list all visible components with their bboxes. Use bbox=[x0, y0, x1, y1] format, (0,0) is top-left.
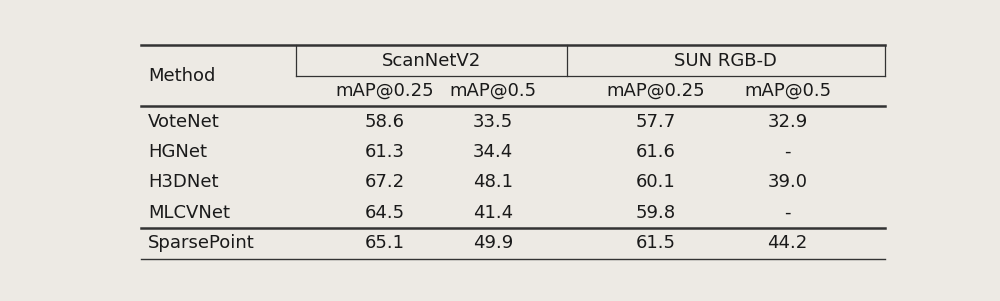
Text: 41.4: 41.4 bbox=[473, 204, 513, 222]
Text: MLCVNet: MLCVNet bbox=[148, 204, 230, 222]
Text: H3DNet: H3DNet bbox=[148, 173, 219, 191]
Text: 49.9: 49.9 bbox=[473, 234, 513, 253]
Text: 34.4: 34.4 bbox=[473, 143, 513, 161]
Text: 59.8: 59.8 bbox=[636, 204, 676, 222]
Text: SparsePoint: SparsePoint bbox=[148, 234, 255, 253]
Text: 39.0: 39.0 bbox=[768, 173, 808, 191]
Text: 32.9: 32.9 bbox=[768, 113, 808, 131]
Text: 57.7: 57.7 bbox=[636, 113, 676, 131]
Text: mAP@0.25: mAP@0.25 bbox=[607, 82, 705, 100]
Text: Method: Method bbox=[148, 67, 216, 85]
Text: 64.5: 64.5 bbox=[365, 204, 405, 222]
Text: -: - bbox=[784, 143, 791, 161]
Text: 44.2: 44.2 bbox=[768, 234, 808, 253]
Text: 58.6: 58.6 bbox=[365, 113, 405, 131]
Text: 61.3: 61.3 bbox=[365, 143, 405, 161]
Text: 67.2: 67.2 bbox=[365, 173, 405, 191]
Text: mAP@0.5: mAP@0.5 bbox=[744, 82, 831, 100]
Text: 33.5: 33.5 bbox=[473, 113, 513, 131]
Text: mAP@0.25: mAP@0.25 bbox=[335, 82, 434, 100]
Text: ScanNetV2: ScanNetV2 bbox=[381, 51, 481, 70]
Text: SUN RGB-D: SUN RGB-D bbox=[674, 51, 777, 70]
Text: 60.1: 60.1 bbox=[636, 173, 676, 191]
Text: 61.6: 61.6 bbox=[636, 143, 676, 161]
Text: -: - bbox=[784, 204, 791, 222]
Text: VoteNet: VoteNet bbox=[148, 113, 220, 131]
Text: 61.5: 61.5 bbox=[636, 234, 676, 253]
Text: mAP@0.5: mAP@0.5 bbox=[450, 82, 537, 100]
Text: 65.1: 65.1 bbox=[365, 234, 405, 253]
Text: 48.1: 48.1 bbox=[473, 173, 513, 191]
Text: HGNet: HGNet bbox=[148, 143, 207, 161]
